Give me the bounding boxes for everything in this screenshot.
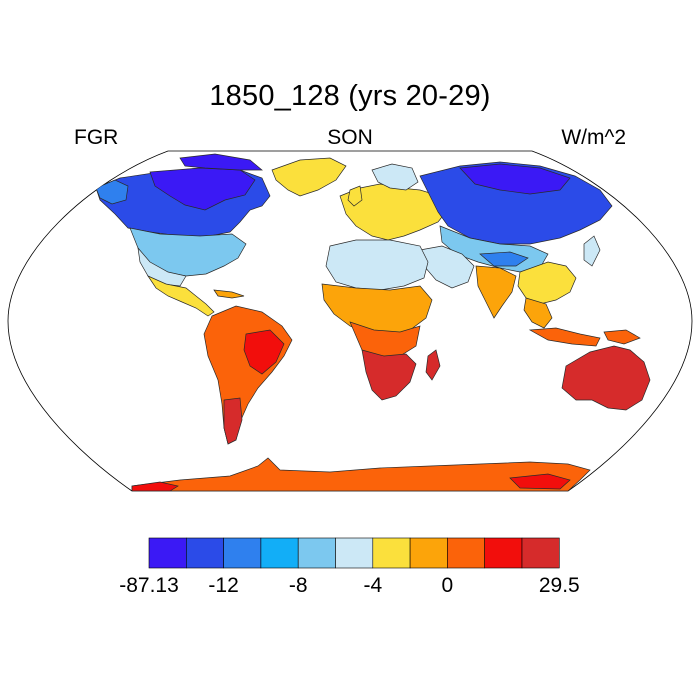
variable-label: FGR: [74, 126, 119, 149]
region-antarctica: [131, 457, 591, 491]
region-arctic-islands: [179, 153, 263, 171]
colorbar-swatch: [521, 537, 560, 569]
region-siberia-north: [459, 163, 571, 195]
region-greenland: [271, 157, 347, 197]
colorbar-swatch: [148, 537, 187, 569]
region-brazil-hot: [243, 329, 285, 375]
region-antarctica-hot-2: [509, 473, 571, 490]
colorbar-swatch: [484, 537, 523, 569]
colorbar-swatch: [260, 537, 299, 569]
units-label: W/m^2: [561, 126, 626, 149]
region-madagascar: [425, 349, 441, 381]
colorbar-tick-label: -12: [208, 574, 239, 597]
colorbar-swatch: [297, 537, 336, 569]
colorbar-swatch: [372, 537, 411, 569]
colorbar-swatch: [186, 537, 224, 569]
region-southern-africa: [361, 349, 417, 401]
colorbar-swatch: [223, 537, 262, 569]
region-tibet: [479, 251, 529, 267]
season-label: SON: [327, 126, 373, 149]
colorbar-swatch: [335, 537, 374, 569]
region-india: [475, 265, 517, 319]
region-usa-southwest: [137, 246, 187, 287]
region-australia: [561, 345, 651, 411]
region-alaska: [95, 179, 129, 205]
colorbar-tick-label: -4: [363, 574, 383, 597]
region-east-asia: [517, 261, 577, 305]
region-caribbean: [213, 289, 245, 299]
colorbar-tick-label: -8: [288, 574, 308, 597]
region-sahara: [325, 239, 429, 291]
region-southeast-asia: [523, 297, 553, 329]
region-mexico: [147, 275, 215, 317]
region-middle-east: [419, 245, 475, 289]
region-antarctica-hot: [131, 481, 179, 491]
region-patagonia: [223, 397, 243, 445]
map-title: 1850_128 (yrs 20-29): [209, 80, 491, 112]
colorbar-swatch: [447, 537, 485, 569]
colorbar-tick-label: 29.5: [538, 574, 580, 597]
region-japan: [583, 235, 601, 267]
region-scandinavia: [371, 163, 419, 191]
colorbar: [148, 537, 560, 569]
colorbar-tick-label: -87.13: [119, 574, 179, 597]
colorbar-tick-label: 0: [441, 574, 454, 597]
region-british-isles: [347, 185, 363, 207]
region-new-guinea: [603, 329, 641, 345]
region-indonesia: [528, 327, 601, 347]
colorbar-swatch: [409, 537, 448, 569]
